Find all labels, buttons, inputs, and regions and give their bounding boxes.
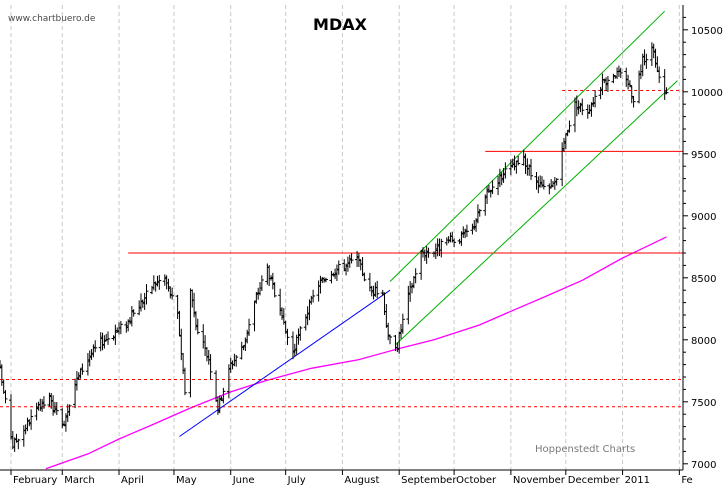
ohlc-bar — [662, 69, 667, 100]
x-tick-label: September — [401, 475, 457, 485]
ohlc-bar — [388, 334, 393, 345]
ohlc-bar — [106, 331, 111, 345]
ohlc-bar — [516, 156, 521, 166]
x-tick-label: April — [121, 475, 144, 485]
chart-title: MDAX — [313, 15, 368, 34]
ohlc-bar — [593, 90, 598, 108]
ohlc-bar — [627, 80, 632, 87]
ohlc-bar — [323, 277, 328, 283]
reference-lines-layer — [0, 10, 683, 437]
ohlc-bar — [234, 354, 239, 367]
y-tick-label: 7000 — [691, 460, 716, 471]
x-tick-label: July — [287, 475, 306, 485]
ohlc-bar — [375, 280, 380, 299]
ohlc-bar — [567, 120, 572, 133]
x-tick-label: February — [13, 475, 57, 485]
x-tick-label: May — [176, 475, 197, 485]
y-tick-label: 10500 — [691, 26, 723, 37]
y-tick-label: 8000 — [691, 336, 716, 347]
y-tick-label: 7500 — [691, 398, 716, 409]
grid-layer — [10, 5, 680, 470]
ohlc-bar — [118, 320, 123, 335]
ohlc-bar — [490, 180, 495, 195]
ohlc-bar — [298, 326, 303, 341]
ohlc-bar — [259, 275, 264, 292]
trendline — [179, 289, 391, 437]
ohlc-bar — [618, 67, 623, 78]
x-tick-label: June — [232, 475, 255, 485]
ohlc-bar — [170, 287, 175, 300]
ohlc-bar — [80, 363, 85, 375]
ohlc-bar — [580, 98, 585, 116]
ohlc-bar — [336, 260, 341, 275]
y-tick-label: 9500 — [691, 150, 716, 161]
ohlc-bar — [426, 247, 431, 258]
ohlc-bar — [477, 208, 482, 217]
ohlc-bar — [195, 318, 200, 335]
y-tick-label: 10000 — [691, 88, 723, 99]
x-tick-label: August — [344, 475, 379, 485]
moving-average-layer — [45, 236, 667, 470]
ohlc-bar — [664, 87, 669, 95]
ohlc-bar — [439, 238, 444, 258]
ohlc-bar — [413, 268, 418, 284]
axis-layer: February March April May June July August Septe… — [0, 5, 723, 485]
moving-average-line — [45, 236, 667, 470]
ohlc-bar — [311, 289, 316, 303]
ohlc-bar — [182, 367, 187, 396]
ohlc-bar — [452, 238, 457, 248]
x-tick-label: November — [513, 475, 566, 485]
ohlc-bar — [285, 328, 290, 346]
ohlc-bar — [247, 318, 252, 336]
ohlc-bar — [221, 387, 226, 404]
ohlc-bar — [362, 272, 367, 282]
ohlc-bar — [239, 341, 244, 360]
ohlc-bar — [400, 313, 405, 334]
x-tick-label: March — [64, 475, 94, 485]
ohlc-bar — [16, 438, 21, 450]
channel-lower — [395, 80, 678, 346]
ohlc-bar — [503, 162, 508, 179]
x-tick-label: December — [568, 475, 621, 485]
price-bars-layer — [0, 42, 669, 452]
channel-upper — [389, 10, 666, 282]
credit-text: Hoppenstedt Charts — [535, 444, 635, 455]
x-tick-label: Fe — [681, 475, 692, 485]
ohlc-bar — [644, 53, 649, 69]
ohlc-bar — [272, 282, 277, 298]
ohlc-bar — [657, 66, 662, 83]
ohlc-bar — [464, 224, 469, 237]
watermark: www.chartbuero.de — [8, 14, 96, 24]
ohlc-bar — [67, 404, 72, 416]
ohlc-bar — [54, 402, 59, 415]
ohlc-bar — [252, 300, 257, 332]
y-tick-label: 8500 — [691, 274, 716, 285]
ohlc-bar — [3, 390, 8, 404]
ohlc-bar — [93, 340, 98, 353]
ohlc-bar — [157, 275, 162, 290]
ohlc-bar — [131, 309, 136, 317]
ohlc-bar — [208, 354, 213, 380]
ohlc-bar — [541, 179, 546, 190]
ohlc-bar — [631, 95, 636, 108]
ohlc-bar — [29, 409, 34, 430]
ohlc-bar — [41, 396, 46, 409]
ohlc-bar — [554, 178, 559, 186]
y-tick-label: 9000 — [691, 212, 716, 223]
x-tick-label: October — [456, 475, 497, 485]
ohlc-bar — [605, 76, 610, 93]
ohlc-bar — [349, 253, 354, 264]
ohlc-bar — [144, 284, 149, 305]
ohlc-bar — [529, 158, 534, 181]
x-tick-label: 2011 — [625, 475, 650, 485]
ohlc-bar — [102, 335, 107, 349]
